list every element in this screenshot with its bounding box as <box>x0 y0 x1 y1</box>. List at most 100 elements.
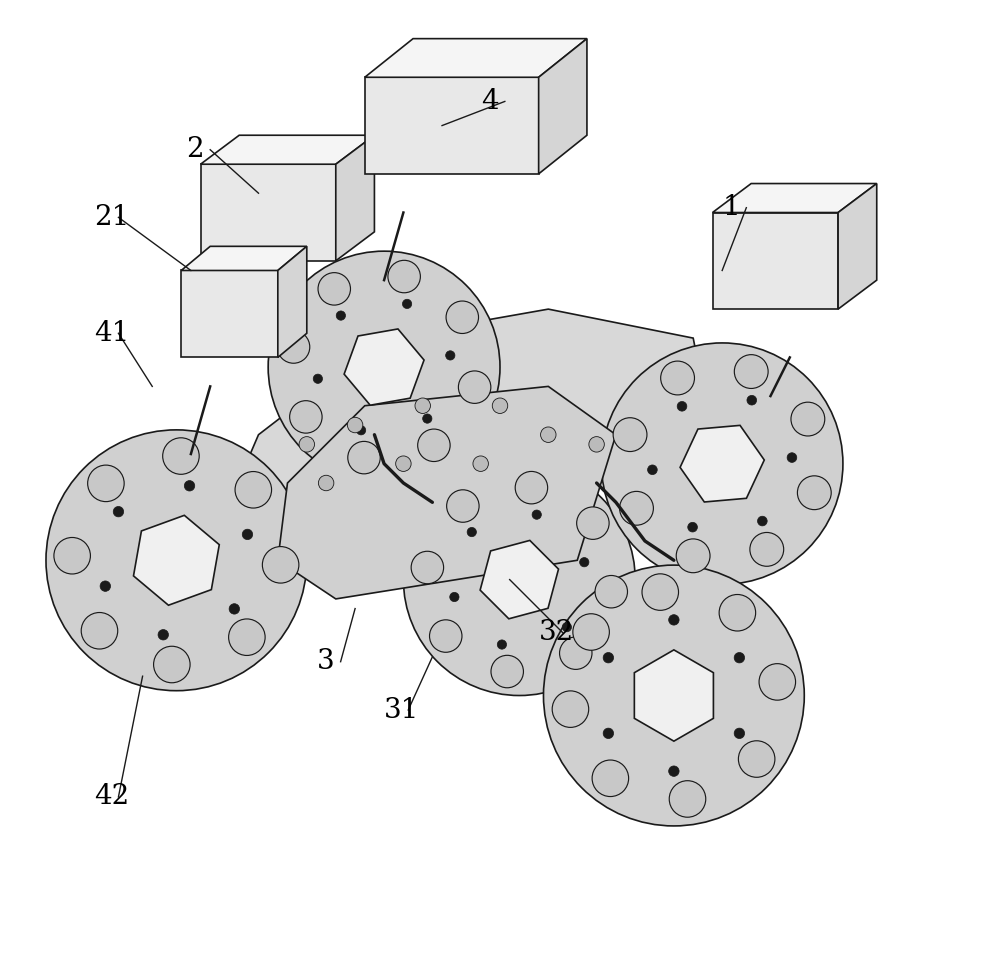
Polygon shape <box>133 515 219 606</box>
Polygon shape <box>181 270 278 357</box>
Circle shape <box>446 301 479 333</box>
Polygon shape <box>480 540 559 619</box>
Circle shape <box>580 557 589 567</box>
Circle shape <box>759 664 796 700</box>
Circle shape <box>669 766 679 777</box>
Circle shape <box>313 374 323 384</box>
Text: 3: 3 <box>316 648 334 675</box>
Circle shape <box>403 464 635 696</box>
Circle shape <box>603 728 614 739</box>
Polygon shape <box>336 135 374 261</box>
Polygon shape <box>230 309 713 531</box>
Text: 42: 42 <box>94 783 130 810</box>
Circle shape <box>473 456 488 471</box>
Circle shape <box>541 427 556 442</box>
Text: 2: 2 <box>186 136 204 163</box>
Circle shape <box>415 398 430 413</box>
Polygon shape <box>181 246 307 270</box>
Circle shape <box>595 576 627 608</box>
Circle shape <box>184 480 195 491</box>
Circle shape <box>601 343 843 584</box>
Circle shape <box>492 398 508 413</box>
Circle shape <box>423 414 432 423</box>
Polygon shape <box>539 39 587 174</box>
Text: 32: 32 <box>539 619 574 646</box>
Circle shape <box>589 437 604 452</box>
Circle shape <box>290 401 322 433</box>
Circle shape <box>356 426 366 435</box>
Circle shape <box>336 311 345 320</box>
Polygon shape <box>278 246 307 357</box>
Circle shape <box>532 510 541 520</box>
Circle shape <box>747 395 757 405</box>
Circle shape <box>100 581 111 591</box>
Circle shape <box>613 417 647 451</box>
Circle shape <box>396 456 411 471</box>
Circle shape <box>620 492 653 526</box>
Circle shape <box>669 781 706 817</box>
Circle shape <box>577 507 609 539</box>
Circle shape <box>515 471 548 504</box>
Circle shape <box>642 574 679 611</box>
Circle shape <box>113 506 124 517</box>
Text: 4: 4 <box>481 88 498 115</box>
Polygon shape <box>634 650 713 741</box>
Circle shape <box>497 639 507 649</box>
Circle shape <box>235 471 272 508</box>
Circle shape <box>299 437 315 452</box>
Polygon shape <box>713 213 838 309</box>
Circle shape <box>163 438 199 474</box>
Circle shape <box>229 604 240 614</box>
Circle shape <box>402 299 412 308</box>
Circle shape <box>552 691 589 727</box>
Circle shape <box>467 527 476 537</box>
Circle shape <box>562 622 571 632</box>
Circle shape <box>719 594 756 631</box>
Circle shape <box>262 547 299 583</box>
Polygon shape <box>201 135 374 164</box>
Circle shape <box>491 655 523 688</box>
Circle shape <box>797 476 831 510</box>
Circle shape <box>738 741 775 778</box>
Polygon shape <box>680 425 764 502</box>
Circle shape <box>411 552 444 583</box>
Circle shape <box>750 532 784 566</box>
Circle shape <box>592 760 629 797</box>
Polygon shape <box>838 184 877 309</box>
Circle shape <box>734 355 768 388</box>
Circle shape <box>543 565 804 826</box>
Circle shape <box>347 417 363 433</box>
Circle shape <box>46 430 307 691</box>
Circle shape <box>450 592 459 602</box>
Circle shape <box>88 465 124 501</box>
Circle shape <box>242 529 253 540</box>
Polygon shape <box>201 164 336 261</box>
Circle shape <box>318 272 350 305</box>
Circle shape <box>447 490 479 523</box>
Polygon shape <box>365 39 587 77</box>
Circle shape <box>418 429 450 462</box>
Circle shape <box>154 646 190 683</box>
Circle shape <box>573 613 609 650</box>
Polygon shape <box>365 77 539 174</box>
Circle shape <box>430 620 462 652</box>
Circle shape <box>229 619 265 656</box>
Circle shape <box>318 475 334 491</box>
Text: 41: 41 <box>94 320 130 347</box>
Circle shape <box>446 351 455 360</box>
Circle shape <box>787 453 797 463</box>
Circle shape <box>560 637 592 669</box>
Circle shape <box>669 614 679 625</box>
Circle shape <box>734 728 745 739</box>
Polygon shape <box>344 329 424 405</box>
Text: 21: 21 <box>94 204 130 231</box>
Circle shape <box>688 523 697 532</box>
Circle shape <box>661 361 694 395</box>
Circle shape <box>758 516 767 526</box>
Polygon shape <box>713 184 877 213</box>
Circle shape <box>348 441 380 474</box>
Circle shape <box>676 539 710 573</box>
Polygon shape <box>278 386 616 599</box>
Text: 1: 1 <box>722 194 740 221</box>
Circle shape <box>791 402 825 436</box>
